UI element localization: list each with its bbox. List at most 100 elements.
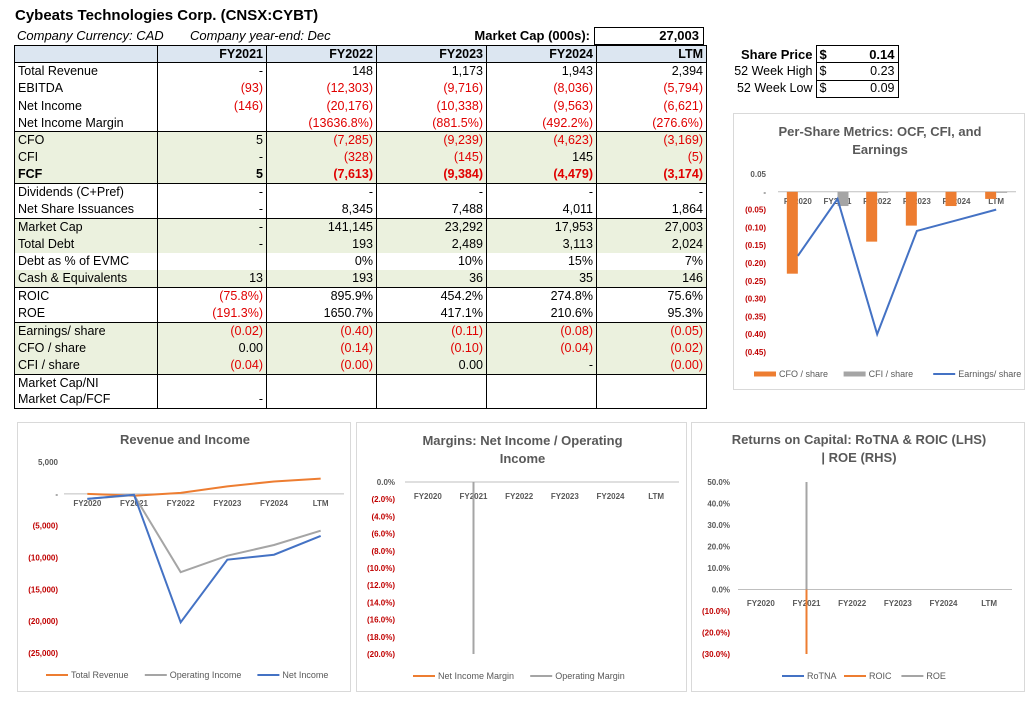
- table-cell[interactable]: 454.2%: [376, 287, 487, 305]
- table-cell[interactable]: 13: [157, 270, 267, 288]
- table-cell[interactable]: 4,011: [486, 201, 597, 219]
- table-cell[interactable]: 274.8%: [486, 287, 597, 305]
- table-cell[interactable]: 7%: [596, 253, 707, 271]
- table-cell[interactable]: 23,292: [376, 217, 487, 236]
- table-cell[interactable]: 35: [486, 270, 597, 288]
- table-cell[interactable]: 1,943: [486, 62, 597, 81]
- table-cell[interactable]: (881.5%): [376, 114, 487, 132]
- revenue-income-chart[interactable]: Revenue and Income 5,000 - (5,000) (10,000) (…: [17, 422, 351, 692]
- margins-chart[interactable]: Margins: Net Income / Operating Income 0.0…: [356, 422, 687, 692]
- table-cell[interactable]: -: [157, 149, 267, 167]
- table-cell[interactable]: (3,169): [596, 131, 707, 150]
- table-cell[interactable]: (6,621): [596, 97, 707, 115]
- table-cell[interactable]: (9,239): [376, 131, 487, 150]
- table-cell[interactable]: -: [157, 201, 267, 219]
- table-cell[interactable]: 36: [376, 270, 487, 288]
- table-cell[interactable]: [486, 391, 597, 410]
- table-cell[interactable]: (0.14): [266, 339, 377, 357]
- table-cell[interactable]: [376, 373, 487, 392]
- table-cell[interactable]: 7,488: [376, 201, 487, 219]
- table-cell[interactable]: [486, 373, 597, 392]
- table-cell[interactable]: (0.00): [596, 356, 707, 375]
- table-cell[interactable]: (5,794): [596, 80, 707, 98]
- table-cell[interactable]: 210.6%: [486, 304, 597, 323]
- table-cell[interactable]: [157, 373, 267, 392]
- table-cell[interactable]: [596, 391, 707, 410]
- table-cell[interactable]: (75.8%): [157, 287, 267, 305]
- table-cell[interactable]: -: [486, 356, 597, 375]
- table-cell[interactable]: (9,716): [376, 80, 487, 98]
- table-cell[interactable]: -: [157, 391, 267, 410]
- table-cell[interactable]: (10,338): [376, 97, 487, 115]
- table-cell[interactable]: 146: [596, 270, 707, 288]
- table-cell[interactable]: [596, 373, 707, 392]
- table-cell[interactable]: (492.2%): [486, 114, 597, 132]
- table-cell[interactable]: (20,176): [266, 97, 377, 115]
- table-cell[interactable]: (12,303): [266, 80, 377, 98]
- table-cell[interactable]: 417.1%: [376, 304, 487, 323]
- share-price-value[interactable]: 0.14: [836, 44, 899, 64]
- table-cell[interactable]: (0.40): [266, 321, 377, 340]
- column-header[interactable]: LTM: [596, 44, 707, 64]
- table-cell[interactable]: 2,024: [596, 235, 707, 254]
- table-cell[interactable]: 145: [486, 149, 597, 167]
- table-cell[interactable]: 2,394: [596, 62, 707, 81]
- table-cell[interactable]: (0.04): [486, 339, 597, 357]
- table-cell[interactable]: [266, 373, 377, 392]
- table-cell[interactable]: [376, 391, 487, 410]
- table-cell[interactable]: (328): [266, 149, 377, 167]
- table-cell[interactable]: [157, 114, 267, 132]
- table-cell[interactable]: -: [596, 183, 707, 202]
- table-cell[interactable]: 193: [266, 270, 377, 288]
- table-cell[interactable]: 895.9%: [266, 287, 377, 305]
- table-cell[interactable]: (0.04): [157, 356, 267, 375]
- column-header[interactable]: FY2021: [157, 44, 267, 64]
- week-high-value[interactable]: 0.23: [836, 62, 899, 81]
- table-cell[interactable]: -: [157, 235, 267, 254]
- table-cell[interactable]: (0.11): [376, 321, 487, 340]
- table-cell[interactable]: [266, 391, 377, 410]
- table-cell[interactable]: 5: [157, 166, 267, 184]
- table-cell[interactable]: 193: [266, 235, 377, 254]
- table-cell[interactable]: 75.6%: [596, 287, 707, 305]
- table-cell[interactable]: (0.08): [486, 321, 597, 340]
- table-cell[interactable]: 2,489: [376, 235, 487, 254]
- table-cell[interactable]: 27,003: [596, 217, 707, 236]
- table-cell[interactable]: -: [486, 183, 597, 202]
- table-cell[interactable]: (0.00): [266, 356, 377, 375]
- table-cell[interactable]: 141,145: [266, 217, 377, 236]
- table-cell[interactable]: 15%: [486, 253, 597, 271]
- table-cell[interactable]: (5): [596, 149, 707, 167]
- table-cell[interactable]: -: [376, 183, 487, 202]
- table-cell[interactable]: (93): [157, 80, 267, 98]
- table-cell[interactable]: [157, 253, 267, 271]
- table-cell[interactable]: (191.3%): [157, 304, 267, 323]
- table-cell[interactable]: 1650.7%: [266, 304, 377, 323]
- table-cell[interactable]: 0.00: [157, 339, 267, 357]
- table-cell[interactable]: 1,173: [376, 62, 487, 81]
- table-cell[interactable]: (9,563): [486, 97, 597, 115]
- table-cell[interactable]: (7,613): [266, 166, 377, 184]
- table-cell[interactable]: 8,345: [266, 201, 377, 219]
- per-share-chart[interactable]: Per-Share Metrics: OCF, CFI, and Earnings…: [733, 113, 1025, 390]
- table-cell[interactable]: -: [266, 183, 377, 202]
- table-cell[interactable]: (13636.8%): [266, 114, 377, 132]
- table-cell[interactable]: 95.3%: [596, 304, 707, 323]
- table-cell[interactable]: 5: [157, 131, 267, 150]
- table-cell[interactable]: 148: [266, 62, 377, 81]
- market-cap-value[interactable]: 27,003: [594, 27, 704, 45]
- table-cell[interactable]: -: [157, 217, 267, 236]
- table-cell[interactable]: (0.02): [157, 321, 267, 340]
- table-cell[interactable]: 0.00: [376, 356, 487, 375]
- table-cell[interactable]: -: [157, 183, 267, 202]
- table-cell[interactable]: (8,036): [486, 80, 597, 98]
- table-cell[interactable]: (145): [376, 149, 487, 167]
- table-cell[interactable]: 17,953: [486, 217, 597, 236]
- table-cell[interactable]: (0.05): [596, 321, 707, 340]
- table-cell[interactable]: -: [157, 62, 267, 81]
- table-cell[interactable]: 1,864: [596, 201, 707, 219]
- column-header[interactable]: FY2023: [376, 44, 487, 64]
- table-cell[interactable]: 3,113: [486, 235, 597, 254]
- returns-chart[interactable]: Returns on Capital: RoTNA & ROIC (LHS) | …: [691, 422, 1025, 692]
- table-cell[interactable]: 10%: [376, 253, 487, 271]
